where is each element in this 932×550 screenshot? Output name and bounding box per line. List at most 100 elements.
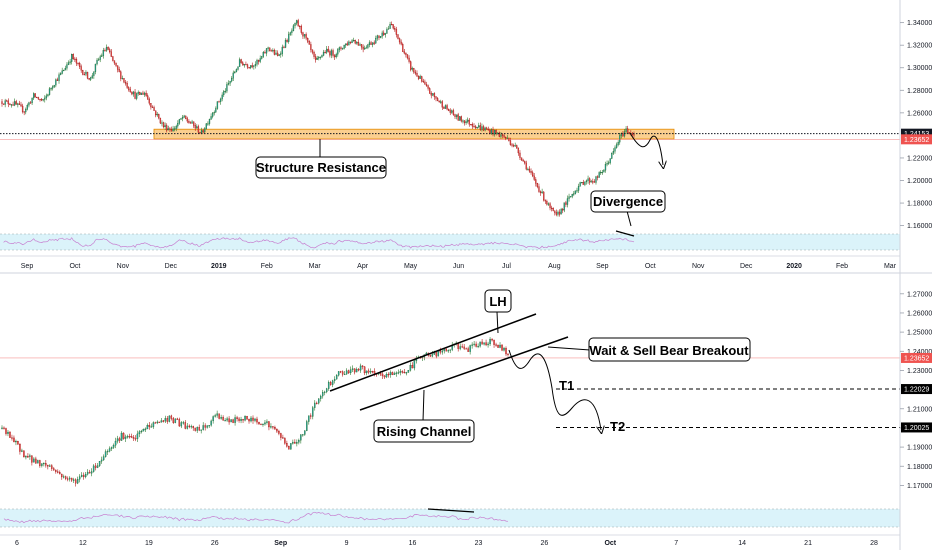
candle (272, 50, 274, 52)
candle (461, 346, 463, 348)
candle (379, 35, 382, 38)
candle (536, 183, 539, 187)
candle (475, 343, 477, 347)
candle (486, 127, 488, 130)
candle (587, 178, 589, 181)
candle (72, 54, 74, 60)
candle (145, 92, 147, 96)
candle (262, 423, 264, 426)
y-tick-label: 1.23000 (907, 368, 932, 375)
candle (150, 103, 152, 108)
candle (323, 391, 326, 393)
candle (219, 98, 222, 102)
y-tick-label: 1.24000 (907, 349, 932, 356)
candle (114, 440, 117, 446)
candle (576, 190, 578, 192)
candle (615, 144, 618, 148)
bottom-candles (1, 337, 509, 487)
candle (254, 418, 256, 421)
candle (606, 163, 608, 165)
candle (204, 425, 206, 428)
candle (223, 91, 225, 96)
y-tick-label: 1.34000 (907, 20, 932, 27)
candle (291, 30, 293, 33)
candle (200, 130, 203, 133)
candle (348, 41, 350, 46)
candle (509, 140, 512, 145)
candle (210, 116, 212, 120)
y-tick-label: 1.25000 (907, 330, 932, 337)
candle (284, 438, 286, 444)
candle (160, 420, 163, 423)
candle (143, 92, 146, 95)
candle (172, 418, 175, 423)
candle (126, 83, 128, 88)
candle (50, 88, 52, 90)
candle (400, 41, 402, 45)
candle (64, 68, 67, 71)
candle (82, 70, 84, 75)
top-x-axis: Sep Oct Nov Dec 2019 Feb Mar Apr May Jun Jul Aug Sep… (0, 255, 900, 270)
candle (226, 418, 228, 421)
candle (297, 20, 299, 27)
candle (88, 78, 90, 80)
candle (269, 47, 271, 51)
candle (473, 343, 475, 345)
candle (153, 107, 155, 111)
candle (144, 428, 147, 430)
candle (275, 52, 277, 55)
candle (156, 421, 159, 423)
candle (147, 95, 149, 100)
candle (563, 202, 565, 211)
candle (284, 39, 287, 48)
candle (176, 418, 179, 420)
candle (289, 32, 291, 35)
candle (57, 471, 59, 473)
candle (232, 419, 234, 423)
candle (351, 368, 354, 370)
candle (321, 55, 323, 58)
candle (310, 44, 312, 50)
candle (531, 172, 534, 177)
candle (59, 73, 62, 75)
candle (481, 341, 483, 345)
candle (449, 110, 451, 113)
candle (109, 49, 111, 53)
candle (421, 76, 423, 82)
candle (633, 134, 635, 136)
candle (437, 350, 440, 357)
candle (6, 100, 8, 102)
candle (492, 129, 494, 135)
x-tick-label: Mar (309, 263, 322, 270)
candle (224, 90, 226, 93)
candle (327, 48, 329, 52)
t2-label: T2 (610, 419, 625, 434)
candle (389, 24, 391, 29)
candle (631, 133, 634, 135)
candle (140, 92, 143, 95)
candle (386, 29, 388, 34)
lh-callout-pointer (496, 311, 499, 334)
candle (218, 413, 220, 419)
candle (66, 478, 69, 480)
candle (463, 120, 466, 124)
candle (324, 51, 326, 54)
candle (397, 34, 399, 39)
candle (584, 181, 586, 185)
candle (162, 122, 165, 128)
x-tick-label: Sep (596, 263, 609, 270)
top-projection-arrow (629, 132, 663, 165)
candle (330, 50, 333, 56)
candle (280, 53, 282, 55)
candle (430, 93, 432, 96)
candle (499, 344, 501, 348)
candle (21, 105, 24, 112)
candle (206, 425, 208, 428)
candle (448, 109, 450, 111)
candle (45, 95, 48, 99)
candle (347, 370, 350, 374)
candle (121, 78, 124, 80)
candle (292, 25, 295, 32)
candle (393, 373, 396, 375)
